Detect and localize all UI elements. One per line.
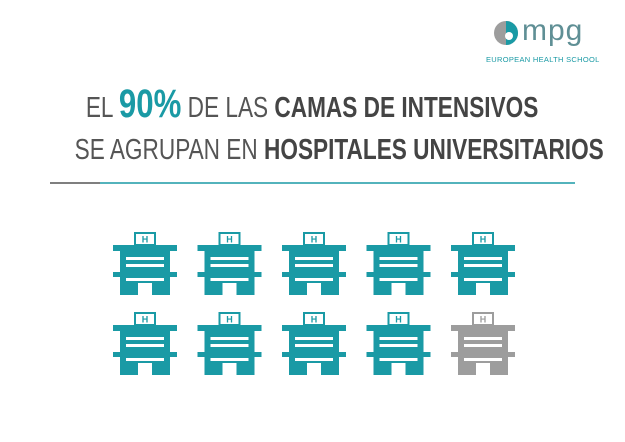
hospital-icon-highlighted: H	[197, 232, 262, 295]
sign-label: H	[226, 314, 233, 324]
window-strip	[379, 344, 418, 347]
door	[476, 363, 490, 375]
window-strip	[295, 337, 333, 340]
window-strip	[379, 264, 418, 267]
door	[391, 283, 406, 295]
headline-percent: 90%	[119, 82, 182, 126]
sign-label: H	[142, 314, 149, 324]
window-strip	[379, 257, 418, 260]
headline-text: EL	[86, 92, 120, 124]
roof	[366, 325, 431, 331]
headline-text: SE AGRUPAN EN	[74, 134, 265, 166]
headline-line: SE AGRUPAN EN HOSPITALES UNIVERSITARIOS	[0, 134, 625, 167]
logo-icon	[494, 21, 518, 45]
ledge	[113, 352, 177, 357]
ledge	[197, 272, 262, 277]
sign-label: H	[226, 234, 233, 244]
window-strip	[464, 337, 502, 340]
roof	[366, 245, 431, 251]
headline-emphasis: CAMAS DE INTENSIVOS	[274, 92, 539, 124]
door	[222, 283, 237, 295]
ledge	[197, 352, 262, 357]
window-strip	[126, 358, 164, 361]
window-strip	[210, 264, 249, 267]
hospital-icon-highlighted: H	[282, 312, 346, 375]
window-strip	[126, 344, 164, 347]
roof	[451, 245, 515, 251]
window-strip	[210, 344, 249, 347]
roof	[113, 245, 177, 251]
sign-label: H	[480, 314, 487, 324]
door	[138, 363, 152, 375]
window-strip	[295, 257, 333, 260]
window-strip	[464, 278, 502, 281]
sign-label: H	[395, 234, 402, 244]
door	[307, 363, 321, 375]
headline-line: EL 90% DE LAS CAMAS DE INTENSIVOS	[0, 82, 625, 127]
hospital-icon-highlighted: H	[197, 312, 262, 375]
pictogram: H H H H H H H H H H	[113, 232, 515, 375]
window-strip	[126, 337, 164, 340]
window-strip	[210, 337, 249, 340]
ledge	[113, 272, 177, 277]
window-strip	[295, 264, 333, 267]
ledge	[366, 272, 431, 277]
window-strip	[210, 278, 249, 281]
window-strip	[464, 358, 502, 361]
sign-label: H	[142, 234, 149, 244]
window-strip	[295, 278, 333, 281]
hospital-icon-highlighted: H	[451, 232, 515, 295]
door	[138, 283, 152, 295]
ledge	[451, 352, 515, 357]
sign-label: H	[395, 314, 402, 324]
hospital-icon-highlighted: H	[366, 312, 431, 375]
window-strip	[379, 278, 418, 281]
window-strip	[126, 278, 164, 281]
ledge	[282, 352, 346, 357]
roof	[113, 325, 177, 331]
ledge	[451, 272, 515, 277]
window-strip	[464, 257, 502, 260]
hospital-icon-highlighted: H	[282, 232, 346, 295]
window-strip	[295, 358, 333, 361]
hospital-icon-highlighted: H	[113, 312, 177, 375]
door	[476, 283, 490, 295]
ledge	[366, 352, 431, 357]
sign-label: H	[480, 234, 487, 244]
window-strip	[464, 264, 502, 267]
headline-text: DE LAS	[181, 92, 275, 124]
window-strip	[210, 257, 249, 260]
roof	[451, 325, 515, 331]
roof	[282, 245, 346, 251]
hospital-icon-highlighted: H	[366, 232, 431, 295]
door	[222, 363, 237, 375]
window-strip	[210, 358, 249, 361]
ledge	[282, 272, 346, 277]
sign-label: H	[311, 234, 318, 244]
hospital-icon-highlighted: H	[113, 232, 177, 295]
hospital-icon-muted: H	[451, 312, 515, 375]
window-strip	[295, 344, 333, 347]
logo-mark: mpg	[522, 14, 584, 47]
roof	[282, 325, 346, 331]
roof	[197, 325, 262, 331]
headline-emphasis: HOSPITALES UNIVERSITARIOS	[264, 134, 604, 166]
window-strip	[126, 257, 164, 260]
window-strip	[379, 358, 418, 361]
roof	[197, 245, 262, 251]
door	[391, 363, 406, 375]
window-strip	[379, 337, 418, 340]
window-strip	[126, 264, 164, 267]
door	[307, 283, 321, 295]
window-strip	[464, 344, 502, 347]
logo-tagline: EUROPEAN HEALTH SCHOOL	[486, 55, 600, 64]
sign-label: H	[311, 314, 318, 324]
